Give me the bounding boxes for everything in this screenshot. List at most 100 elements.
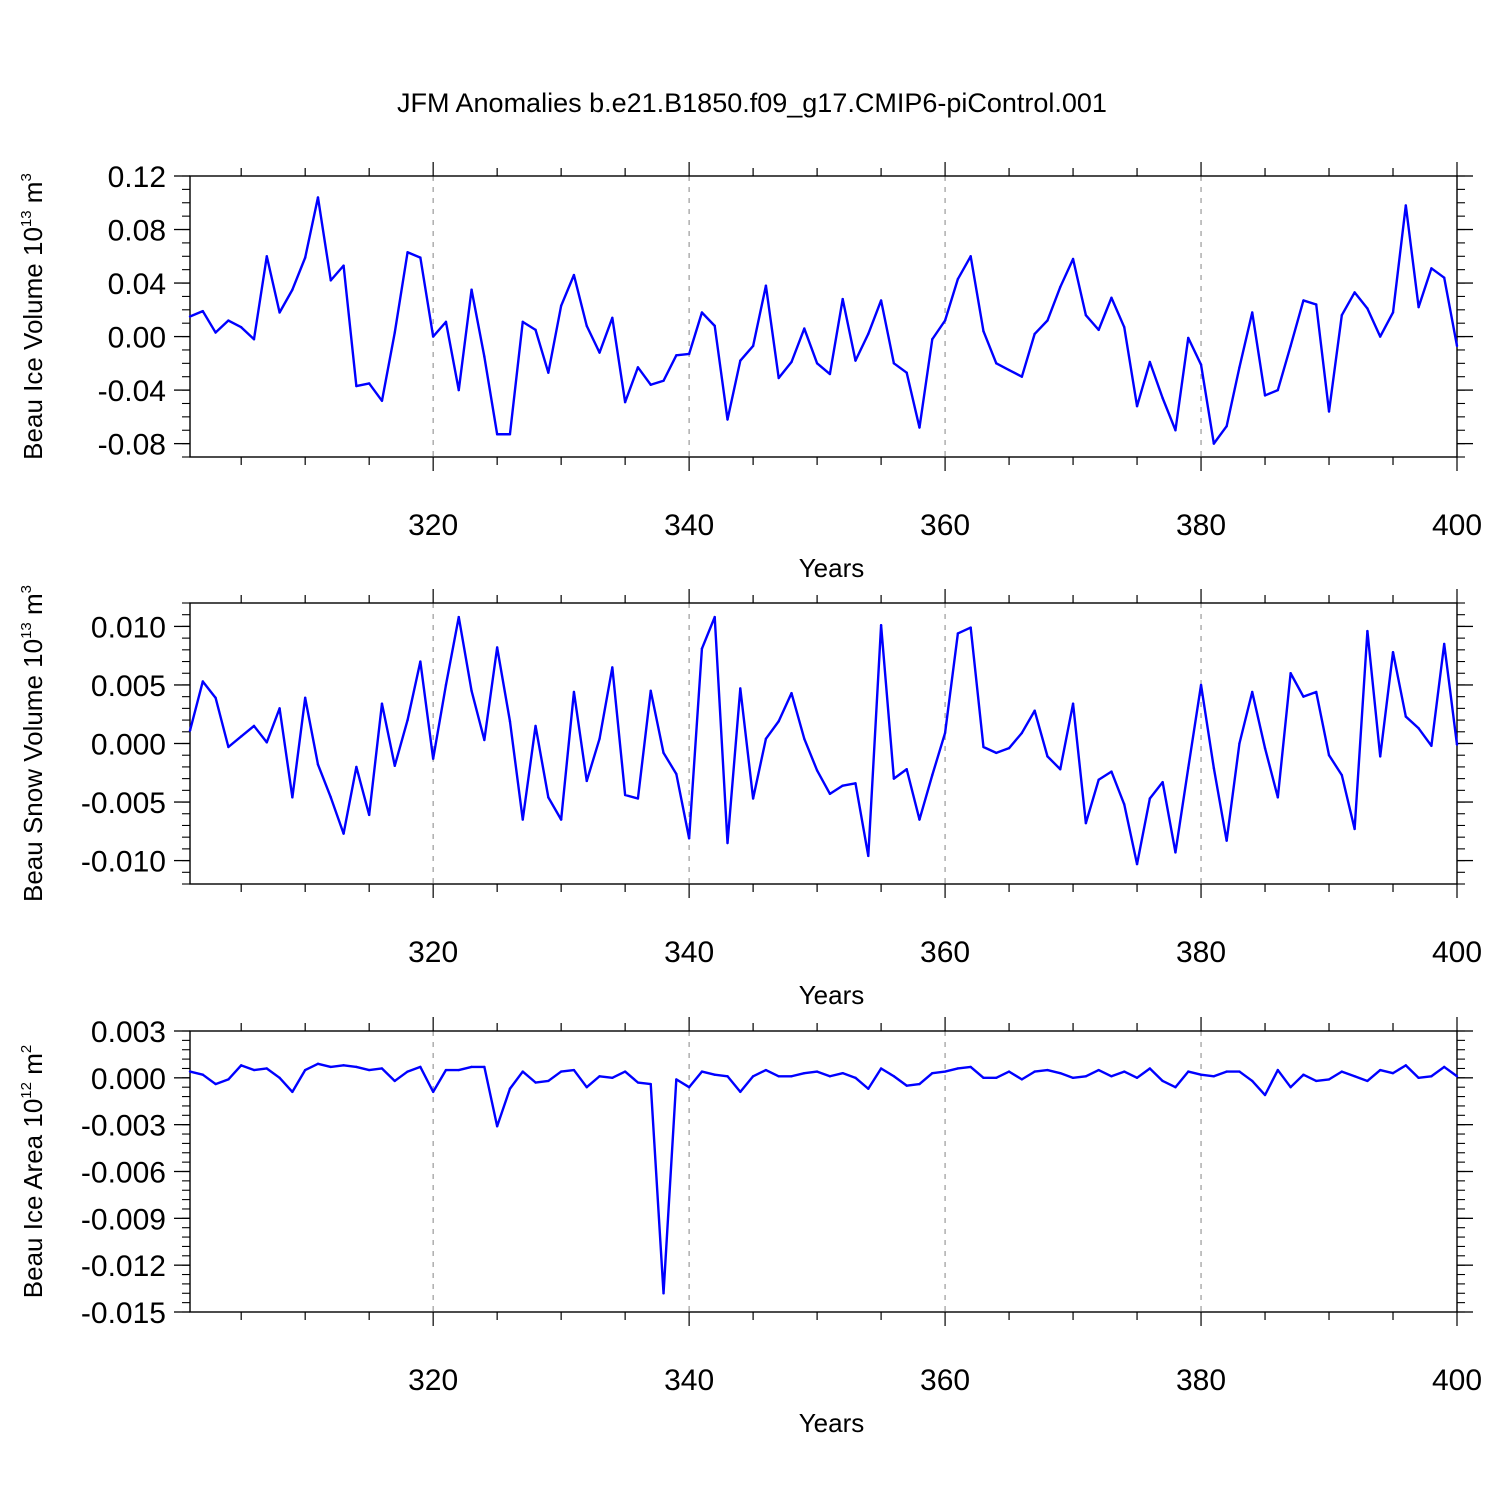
data-point (1455, 743, 1459, 746)
series-line (189, 1062, 1458, 1295)
data-point (1430, 267, 1433, 270)
chart-panel-snow-volume: 320 340 360 380 400 Years -0.010 -0.005 0.000 0.0… (18, 585, 1482, 1010)
y-tick-label: -0.003 (81, 1110, 166, 1143)
data-point (687, 352, 691, 356)
data-point (1417, 305, 1420, 309)
data-point (393, 331, 396, 334)
data-point (585, 779, 588, 783)
data-point (1097, 328, 1100, 332)
data-point (1161, 780, 1164, 784)
data-point (1327, 410, 1331, 413)
data-point (303, 696, 307, 700)
data-point (1135, 862, 1139, 866)
data-point (918, 426, 921, 429)
data-point (751, 797, 755, 800)
data-point (739, 1090, 742, 1094)
data-point (828, 1075, 832, 1078)
data-point (803, 737, 806, 741)
data-point (892, 362, 896, 365)
data-point (1225, 839, 1228, 842)
data-point (649, 689, 652, 693)
data-point (1097, 778, 1100, 781)
y-tick-label: 0.00 (108, 322, 166, 355)
data-point (841, 1071, 844, 1075)
data-point (1033, 709, 1036, 712)
data-point (1071, 702, 1075, 705)
data-point (1238, 366, 1241, 369)
data-point (1174, 851, 1177, 854)
data-point (495, 646, 499, 649)
data-point (931, 338, 934, 341)
data-point (547, 796, 550, 799)
data-point (457, 615, 460, 619)
y-tick-label: -0.08 (98, 429, 166, 462)
data-point (572, 273, 576, 277)
data-point (867, 854, 870, 858)
data-point (751, 344, 755, 348)
data-point (214, 1082, 217, 1086)
data-point (687, 837, 691, 840)
data-point (547, 1079, 550, 1083)
plot-frame (189, 175, 1458, 458)
data-point (713, 1073, 716, 1076)
data-point (239, 326, 243, 329)
data-point (751, 1075, 755, 1078)
data-point (342, 1064, 345, 1067)
data-point (188, 729, 192, 732)
data-point (265, 741, 268, 744)
data-point (1046, 1068, 1049, 1072)
data-point (1430, 1075, 1433, 1078)
data-point (598, 1075, 601, 1078)
data-point (1084, 821, 1088, 825)
data-point (1289, 344, 1292, 348)
data-point (636, 366, 640, 369)
data-point (444, 683, 448, 687)
data-point (675, 772, 678, 776)
data-point (828, 372, 832, 376)
data-point (406, 1070, 409, 1073)
data-point (1135, 404, 1139, 408)
data-point (1315, 303, 1318, 306)
data-point (291, 288, 294, 291)
data-point (1302, 1073, 1305, 1076)
y-tick-label: 0.000 (91, 1063, 166, 1096)
data-point (1327, 1078, 1331, 1081)
data-point (700, 647, 704, 650)
data-point (1353, 291, 1356, 294)
data-point (636, 797, 640, 800)
data-point (380, 1067, 384, 1070)
data-point (483, 355, 486, 358)
data-point (1059, 285, 1062, 289)
data-point (995, 751, 998, 755)
data-point (303, 256, 307, 259)
data-point (1443, 1065, 1446, 1069)
data-point (521, 1070, 524, 1073)
data-point (1238, 1070, 1241, 1073)
data-point (431, 757, 435, 760)
data-point (815, 362, 819, 365)
x-tick-label: 340 (664, 936, 714, 969)
data-point (1033, 332, 1036, 336)
data-point (662, 751, 665, 755)
data-point (1046, 319, 1049, 322)
data-point (1084, 313, 1088, 317)
data-point (611, 666, 614, 669)
y-axis-label: Beau Ice Area 1012 m2 (18, 1045, 48, 1298)
y-tick-label: 0.003 (91, 1016, 166, 1049)
data-point (559, 1070, 563, 1073)
data-point (1174, 1086, 1177, 1089)
data-point (1187, 1070, 1190, 1073)
data-point (598, 737, 601, 741)
data-point (559, 304, 563, 307)
data-point (854, 359, 857, 362)
data-point (867, 1087, 870, 1090)
data-point (918, 1082, 921, 1086)
data-point (316, 196, 320, 199)
data-point (649, 1082, 652, 1086)
y-tick-label: 0.08 (108, 215, 166, 248)
data-point (1110, 1075, 1113, 1078)
data-point (355, 765, 358, 769)
data-point (214, 696, 217, 700)
data-point (1366, 307, 1369, 310)
data-point (726, 418, 729, 421)
